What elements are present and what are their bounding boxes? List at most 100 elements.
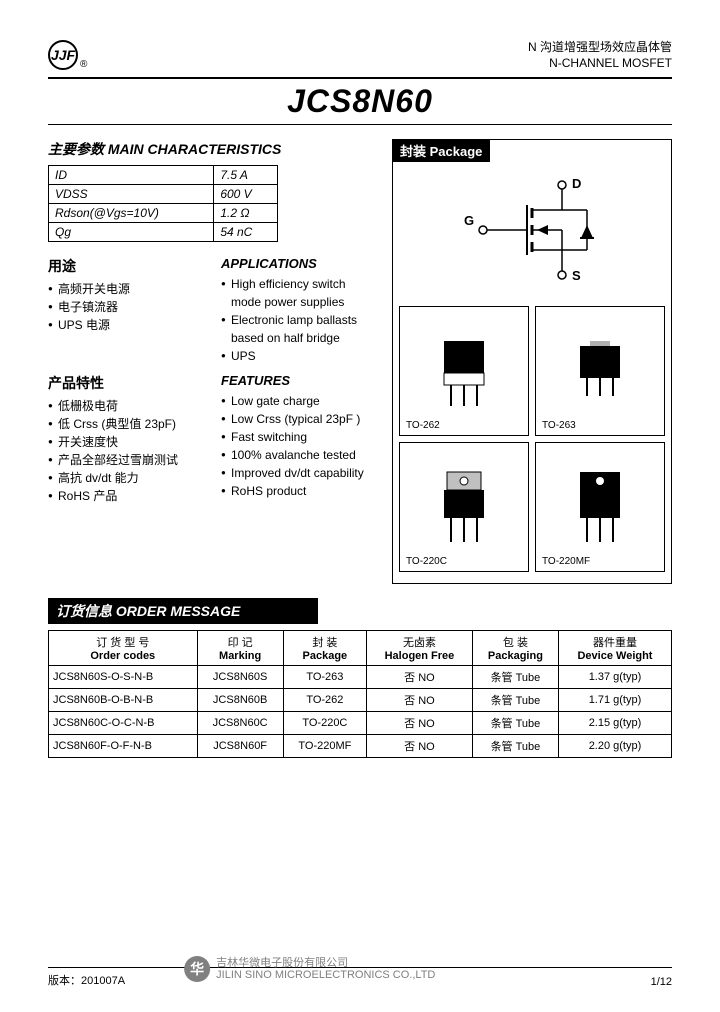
package-cell: TO-220C (399, 442, 529, 572)
list-item: 高频开关电源 (48, 280, 201, 298)
col-header: 无卤素Halogen Free (367, 631, 473, 666)
company-en: JILIN SINO MICROELECTRONICS CO.,LTD (216, 969, 435, 981)
list-item: Low Crss (typical 23pF ) (221, 410, 374, 428)
param-cell: Qg (49, 223, 214, 242)
table-cell: TO-262 (283, 689, 366, 712)
apps-list-cn: 高频开关电源 电子镇流器 UPS 电源 (48, 280, 201, 334)
logo: JJF ® (48, 40, 87, 70)
table-cell: TO-220C (283, 712, 366, 735)
package-cell: TO-262 (399, 306, 529, 436)
package-cell: TO-220MF (535, 442, 665, 572)
list-item: 开关速度快 (48, 433, 201, 451)
features-heading-en: FEATURES (221, 373, 374, 388)
table-row: JCS8N60B-O-B-N-BJCS8N60BTO-262否 NO条管 Tub… (49, 689, 672, 712)
to262-icon (429, 331, 499, 411)
table-row: JCS8N60C-O-C-N-BJCS8N60CTO-220C否 NO条管 Tu… (49, 712, 672, 735)
table-cell: JCS8N60F-O-F-N-B (49, 735, 198, 758)
col-header: 订 货 型 号Order codes (49, 631, 198, 666)
table-row: Qg54 nC (49, 223, 278, 242)
table-cell: JCS8N60B (197, 689, 283, 712)
table-cell: TO-263 (283, 666, 366, 689)
table-cell: 条管 Tube (472, 712, 558, 735)
svg-text:D: D (572, 176, 581, 191)
apps-heading-cn: 用途 (48, 256, 201, 276)
order-table: 订 货 型 号Order codes 印 记Marking 封 装Package… (48, 630, 672, 758)
svg-text:S: S (572, 268, 581, 283)
to263-icon (565, 331, 635, 411)
param-cell: Rdson(@Vgs=10V) (49, 204, 214, 223)
table-cell: 否 NO (367, 712, 473, 735)
value-cell: 7.5 A (214, 166, 278, 185)
apps-list-en: High efficiency switch mode power suppli… (221, 275, 374, 365)
table-row: VDSS600 V (49, 185, 278, 204)
list-item: Electronic lamp ballasts based on half b… (221, 311, 374, 347)
left-column: 主要参数 MAIN CHARACTERISTICS ID7.5 A VDSS60… (48, 139, 374, 584)
param-cell: VDSS (49, 185, 214, 204)
list-item: RoHS product (221, 482, 374, 500)
to220c-icon (429, 467, 499, 547)
features-list-en: Low gate charge Low Crss (typical 23pF )… (221, 392, 374, 500)
list-item: High efficiency switch mode power suppli… (221, 275, 374, 311)
table-cell: JCS8N60S (197, 666, 283, 689)
package-cell: TO-263 (535, 306, 665, 436)
features-list-cn: 低栅极电荷 低 Crss (典型值 23pF) 开关速度快 产品全部经过雪崩测试… (48, 397, 201, 505)
footer-logo: 华 吉林华微电子股份有限公司 JILIN SINO MICROELECTRONI… (184, 956, 435, 982)
mosfet-symbol-icon: D S (432, 170, 632, 290)
list-item: UPS (221, 347, 374, 365)
package-panel: 封装 Package D (392, 139, 672, 584)
table-cell: 否 NO (367, 735, 473, 758)
table-row: Rdson(@Vgs=10V)1.2 Ω (49, 204, 278, 223)
package-grid: TO-262 TO-263 (393, 300, 671, 578)
list-item: 低栅极电荷 (48, 397, 201, 415)
main-content: 主要参数 MAIN CHARACTERISTICS ID7.5 A VDSS60… (48, 139, 672, 584)
table-cell: JCS8N60B-O-B-N-B (49, 689, 198, 712)
list-item: 电子镇流器 (48, 298, 201, 316)
rule-under-title (48, 124, 672, 125)
list-item: 产品全部经过雪崩测试 (48, 451, 201, 469)
table-cell: 1.71 g(typ) (558, 689, 671, 712)
table-cell: TO-220MF (283, 735, 366, 758)
package-label: 封装 Package (392, 139, 490, 162)
col-header: 器件重量Device Weight (558, 631, 671, 666)
table-cell: 条管 Tube (472, 689, 558, 712)
table-cell: 否 NO (367, 666, 473, 689)
table-cell: 2.20 g(typ) (558, 735, 671, 758)
table-row: JCS8N60F-O-F-N-BJCS8N60FTO-220MF否 NO条管 T… (49, 735, 672, 758)
list-item: Fast switching (221, 428, 374, 446)
param-cell: ID (49, 166, 214, 185)
value-cell: 1.2 Ω (214, 204, 278, 223)
table-cell: 2.15 g(typ) (558, 712, 671, 735)
footer-logo-icon: 华 (184, 956, 210, 982)
list-item: UPS 电源 (48, 316, 201, 334)
list-item: RoHS 产品 (48, 487, 201, 505)
table-header-row: 订 货 型 号Order codes 印 记Marking 封 装Package… (49, 631, 672, 666)
package-name: TO-220MF (542, 556, 590, 567)
page-footer: 版本：201007A 华 吉林华微电子股份有限公司 JILIN SINO MIC… (48, 967, 672, 988)
package-box: 封装 Package D (392, 139, 672, 584)
features-heading-cn: 产品特性 (48, 373, 201, 393)
version-text: 版本：201007A (48, 972, 125, 988)
table-cell: 条管 Tube (472, 666, 558, 689)
main-chars-heading: 主要参数 MAIN CHARACTERISTICS (48, 139, 374, 159)
list-item: 低 Crss (典型值 23pF) (48, 415, 201, 433)
page-number: 1/12 (651, 976, 672, 988)
header-subtitle: N 沟道增强型场效应晶体管 N-CHANNEL MOSFET (528, 40, 672, 71)
package-name: TO-262 (406, 420, 440, 431)
table-row: ID7.5 A (49, 166, 278, 185)
table-cell: JCS8N60S-O-S-N-B (49, 666, 198, 689)
company-cn: 吉林华微电子股份有限公司 (216, 957, 435, 969)
apps-heading-en: APPLICATIONS (221, 256, 374, 271)
list-item: Low gate charge (221, 392, 374, 410)
package-name: TO-263 (542, 420, 576, 431)
page-title: JCS8N60 (48, 83, 672, 120)
col-header: 封 装Package (283, 631, 366, 666)
svg-text:G: G (464, 213, 474, 228)
col-header: 包 装Packaging (472, 631, 558, 666)
table-cell: 1.37 g(typ) (558, 666, 671, 689)
list-item: 高抗 dv/dt 能力 (48, 469, 201, 487)
list-item: Improved dv/dt capability (221, 464, 374, 482)
value-cell: 600 V (214, 185, 278, 204)
list-item: 100% avalanche tested (221, 446, 374, 464)
subtitle-en: N-CHANNEL MOSFET (528, 56, 672, 72)
subtitle-cn: N 沟道增强型场效应晶体管 (528, 40, 672, 56)
